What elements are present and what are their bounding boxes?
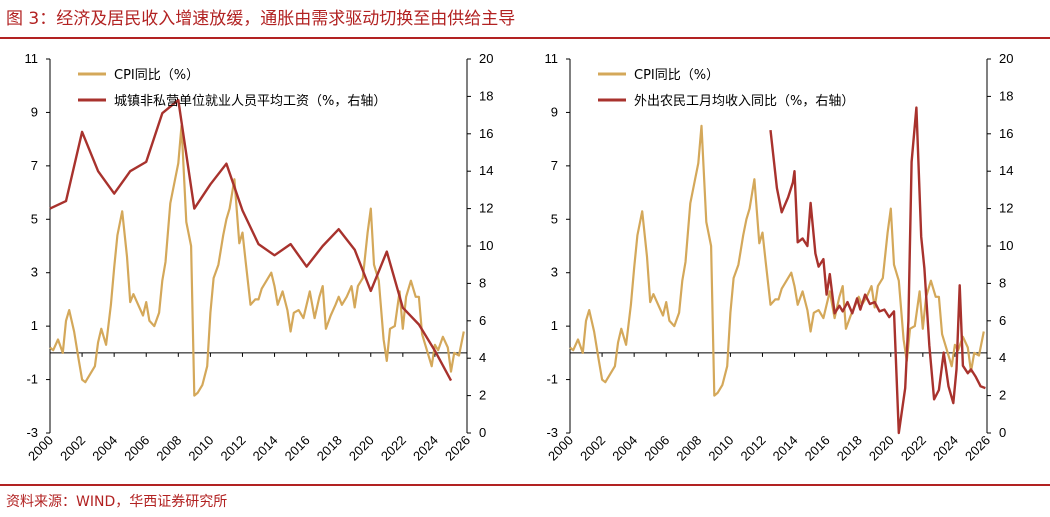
x-axis-tick-label: 2014 (770, 433, 801, 464)
left-axis-tick-label: -3 (546, 425, 558, 440)
x-axis-tick-label: 2026 (442, 433, 473, 464)
right-axis-tick-label: 2 (479, 388, 486, 403)
right-axis-tick-label: 18 (479, 88, 493, 103)
right-axis-tick-label: 12 (479, 201, 493, 216)
left-axis-tick-label: 9 (31, 104, 38, 119)
right-axis-tick-label: 6 (999, 313, 1006, 328)
x-axis-tick-label: 2006 (121, 433, 152, 464)
left-axis-tick-label: 7 (31, 158, 38, 173)
left-axis-tick-label: 7 (551, 158, 558, 173)
left-axis-tick-label: -1 (546, 372, 558, 387)
right-axis-tick-label: 8 (999, 275, 1006, 290)
x-axis-tick-label: 2004 (609, 433, 640, 464)
right-axis-tick-label: 8 (479, 275, 486, 290)
x-axis-tick-label: 2018 (834, 433, 865, 464)
right-axis-tick-label: 14 (479, 163, 493, 178)
x-axis-tick-label: 2008 (673, 433, 704, 464)
legend-label-cpi: CPI同比（%） (114, 68, 199, 83)
page-title: 图 3：经济及居民收入增速放缓，通胀由需求驱动切换至由供给主导 (6, 9, 516, 29)
left-axis-tick-label: 3 (31, 265, 38, 280)
x-axis-tick-label: 2016 (282, 433, 313, 464)
left-axis-tick-label: 11 (545, 51, 559, 66)
x-axis-tick-label: 2016 (802, 433, 833, 464)
x-axis-tick-label: 2012 (738, 433, 769, 464)
left-axis-tick-label: 5 (551, 211, 558, 226)
x-axis-tick-label: 2010 (185, 433, 216, 464)
legend-label-wage: 外出农民工月均收入同比（%，右轴） (634, 94, 854, 109)
bottom-divider (0, 484, 1050, 486)
wage-series-line (49, 98, 453, 382)
left-axis-tick-label: 9 (551, 104, 558, 119)
right-axis-tick-label: 4 (999, 350, 1006, 365)
x-axis-tick-label: 2006 (641, 433, 672, 464)
right-axis-tick-label: 16 (479, 126, 493, 141)
x-axis-tick-label: 2022 (898, 433, 929, 464)
x-axis-tick-label: 2010 (705, 433, 736, 464)
right-axis-tick-label: 20 (999, 51, 1013, 66)
cpi-series-line (49, 124, 465, 397)
source-note: 资料来源：WIND，华西证券研究所 (6, 494, 228, 510)
right-axis-tick-label: 6 (479, 313, 486, 328)
legend-label-cpi: CPI同比（%） (634, 68, 719, 83)
left-axis-tick-label: 5 (31, 211, 38, 226)
right-axis-tick-label: 12 (999, 201, 1013, 216)
right-axis-tick-label: 10 (999, 238, 1013, 253)
right-axis-tick-label: 14 (999, 163, 1013, 178)
top-divider (0, 37, 1050, 39)
left-axis-tick-label: -3 (26, 425, 38, 440)
x-axis-tick-label: 2024 (410, 433, 441, 464)
x-axis-tick-label: 2002 (57, 433, 88, 464)
left-axis-tick-label: 1 (551, 318, 558, 333)
x-axis-tick-label: 2022 (378, 433, 409, 464)
right-axis-tick-label: 10 (479, 238, 493, 253)
x-axis-tick-label: 2024 (930, 433, 961, 464)
cpi-series-line (569, 124, 985, 397)
right-axis-tick-label: 16 (999, 126, 1013, 141)
left-axis-tick-label: 3 (551, 265, 558, 280)
x-axis-tick-label: 2008 (153, 433, 184, 464)
x-axis-tick-label: 2004 (89, 433, 120, 464)
x-axis-tick-label: 2020 (866, 433, 897, 464)
wage-series-line (769, 106, 986, 435)
left-axis-tick-label: 1 (31, 318, 38, 333)
left-axis-tick-label: 11 (25, 51, 39, 66)
right-axis-tick-label: 20 (479, 51, 493, 66)
x-axis-tick-label: 2020 (346, 433, 377, 464)
right-axis-tick-label: 0 (999, 425, 1006, 440)
x-axis-tick-label: 2018 (314, 433, 345, 464)
x-axis-tick-label: 2014 (250, 433, 281, 464)
right-axis-tick-label: 4 (479, 350, 486, 365)
right-axis-tick-label: 2 (999, 388, 1006, 403)
right-axis-tick-label: 0 (479, 425, 486, 440)
legend-label-wage: 城镇非私营单位就业人员平均工资（%，右轴） (114, 94, 386, 109)
x-axis-tick-label: 2002 (577, 433, 608, 464)
right-axis-tick-label: 18 (999, 88, 1013, 103)
left-axis-tick-label: -1 (26, 372, 38, 387)
x-axis-tick-label: 2012 (218, 433, 249, 464)
x-axis-tick-label: 2026 (962, 433, 993, 464)
